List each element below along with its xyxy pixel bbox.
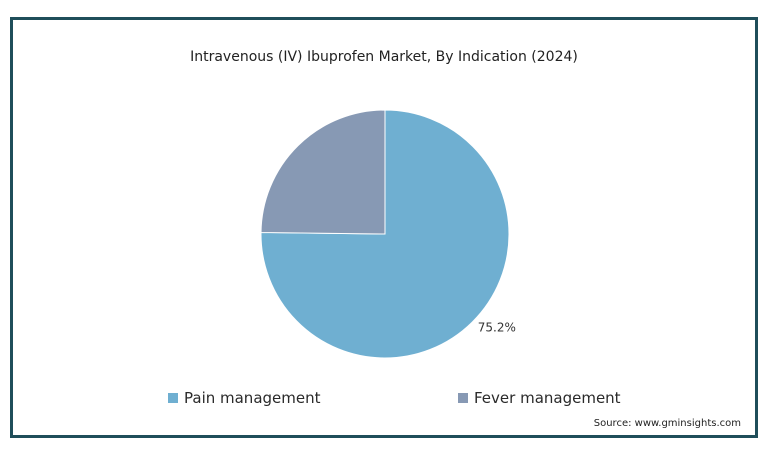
- source-note: Source: www.gminsights.com: [593, 418, 741, 429]
- pie-slice-fever-management: [260, 109, 386, 235]
- legend-swatch-fever-management: [458, 393, 468, 403]
- data-label-pain-management: 75.2%: [478, 320, 516, 334]
- legend-item-pain-management: Pain management: [168, 389, 321, 407]
- pie-chart: 75.2%: [260, 109, 516, 359]
- legend-item-fever-management: Fever management: [458, 389, 621, 407]
- legend-swatch-pain-management: [168, 393, 178, 403]
- chart-title: Intravenous (IV) Ibuprofen Market, By In…: [190, 49, 578, 65]
- legend-label-pain-management: Pain management: [184, 389, 321, 407]
- pie-slice-pain-management: [260, 109, 510, 359]
- chart-frame: Intravenous (IV) Ibuprofen Market, By In…: [10, 17, 758, 438]
- legend-label-fever-management: Fever management: [474, 389, 621, 407]
